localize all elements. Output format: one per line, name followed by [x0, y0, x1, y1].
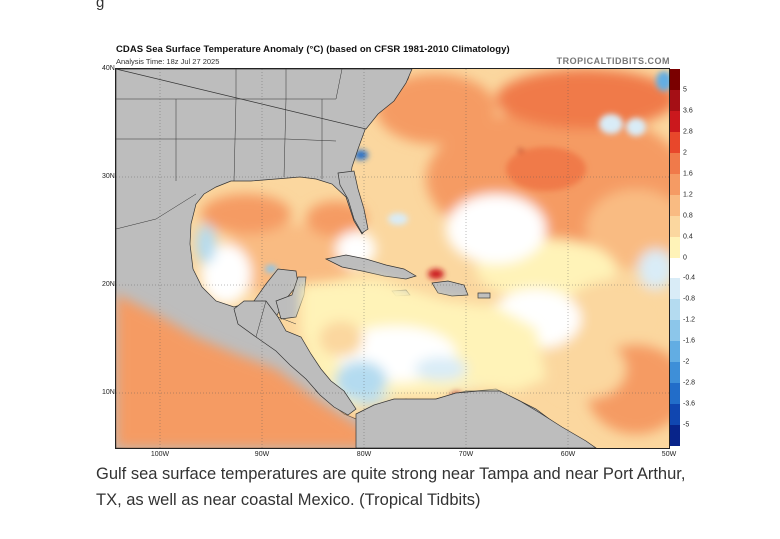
central-america: [233, 300, 357, 416]
colorbar-segment: [670, 131, 680, 154]
puerto-rico: [477, 292, 491, 299]
colorbar-segment: [670, 173, 680, 196]
graticule: [116, 69, 669, 448]
colorbar-segment: [670, 152, 680, 175]
colorbar-segment: [670, 110, 680, 133]
colorbar-segment: [670, 69, 680, 91]
analysis-time: Analysis Time: 18z Jul 27 2025: [116, 57, 220, 66]
colorbar-tick-label: -0.4: [683, 274, 696, 282]
lon-label-80w: 80W: [356, 451, 372, 458]
colorbar-segment: [670, 341, 680, 363]
colorbar-segment: [670, 404, 680, 426]
lat-label-30n: 30N: [102, 173, 115, 180]
south-america: [355, 390, 597, 448]
hispaniola: [431, 280, 469, 297]
colorbar-tick-label: 0.8: [683, 212, 693, 220]
colorbar-tick-label: 1.2: [683, 191, 693, 199]
colorbar-tick-label: -3.6: [683, 400, 696, 408]
colorbar: [670, 69, 680, 447]
source-credit: TROPICALTIDBITS.COM: [556, 56, 670, 66]
colorbar-segment: [670, 194, 680, 217]
lat-label-20n: 20N: [102, 281, 115, 288]
lon-label-60w: 60W: [560, 451, 576, 458]
land-masses: [116, 69, 597, 448]
colorbar-tick-label: 0.4: [683, 233, 693, 241]
map-canvas: [116, 69, 669, 448]
lat-label-10n: 10N: [102, 389, 115, 396]
colorbar-segment: [670, 299, 680, 321]
colorbar-tick-label: 3.6: [683, 107, 693, 115]
image-caption: Gulf sea surface temperatures are quite …: [96, 465, 686, 509]
colorbar-tick-label: -2: [683, 358, 690, 366]
colorbar-tick-label: 0: [683, 254, 687, 261]
colorbar-tick-label: -1.2: [683, 316, 696, 324]
colorbar-segment: [670, 236, 680, 258]
colorbar-tick-label: 2.8: [683, 128, 693, 136]
colorbar-tick-label: 5: [683, 86, 687, 94]
colorbar-tick-label: -0.8: [683, 295, 696, 303]
colorbar-tick-label: -2.8: [683, 379, 696, 387]
florida: [337, 170, 369, 234]
colorbar-segment: [670, 362, 680, 384]
lat-label-40n: 40N: [102, 65, 115, 72]
figure-title: CDAS Sea Surface Temperature Anomaly (°C…: [116, 44, 510, 55]
colorbar-segment: [670, 278, 680, 300]
cuba: [324, 254, 417, 280]
lon-label-100w: 100W: [150, 451, 170, 458]
colorbar-segment: [670, 89, 680, 112]
colorbar-segment: [670, 257, 680, 279]
lon-label-50w: 50W: [661, 451, 677, 458]
colorbar-tick-label: -1.6: [683, 337, 696, 345]
colorbar-segment: [670, 425, 680, 447]
colorbar-tick-label: 1.6: [683, 170, 693, 178]
lon-label-70w: 70W: [458, 451, 474, 458]
lon-label-90w: 90W: [254, 451, 270, 458]
colorbar-segment: [670, 383, 680, 405]
sst-anomaly-figure: CDAS Sea Surface Temperature Anomaly (°C…: [102, 40, 695, 458]
sst-anomaly-map: [115, 68, 670, 449]
colorbar-tick-label: -5: [683, 421, 690, 429]
cut-off-text: g: [96, 0, 105, 11]
political-borders: [116, 69, 343, 338]
colorbar-tick-label: 2: [683, 149, 687, 157]
colorbar-segment: [670, 320, 680, 342]
colorbar-segment: [670, 215, 680, 238]
